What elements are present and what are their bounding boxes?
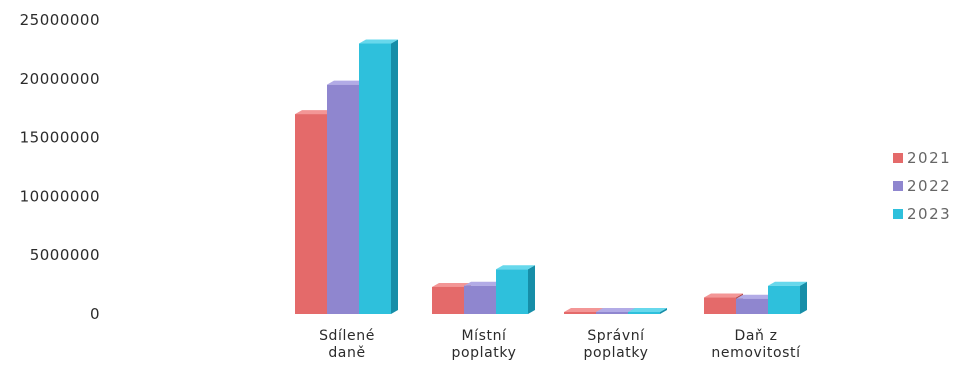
- x-tick-label: Místní poplatky: [452, 328, 517, 361]
- y-tick-label: 15000000: [20, 129, 100, 147]
- bar: [359, 39, 398, 315]
- bar-side: [660, 308, 667, 314]
- bar-top: [464, 281, 503, 286]
- legend-swatch: [893, 153, 903, 163]
- bar-top: [596, 308, 635, 312]
- bar-side: [528, 265, 535, 314]
- bar-side: [800, 281, 807, 314]
- bar-front: [628, 312, 660, 314]
- bar-front: [359, 43, 391, 315]
- y-tick-label: 10000000: [20, 187, 100, 205]
- legend: 2021 2022 2023: [893, 149, 951, 223]
- bar-top: [327, 80, 366, 85]
- legend-label: 2023: [907, 205, 951, 223]
- bar-top: [496, 265, 535, 270]
- bar-front: [327, 84, 359, 315]
- bar-front: [564, 312, 596, 314]
- legend-label: 2022: [907, 177, 951, 195]
- bar-front: [464, 285, 496, 314]
- bar-top: [628, 308, 667, 312]
- x-tick-label: Daň z nemovitostí: [711, 328, 801, 361]
- x-tick-label: Správní poplatky: [584, 328, 649, 361]
- bar-top: [295, 110, 334, 115]
- legend-label: 2021: [907, 149, 951, 167]
- bar-top: [736, 294, 775, 299]
- x-tick-label: Sdílené daně: [319, 328, 375, 361]
- legend-swatch: [893, 181, 903, 191]
- bar-front: [496, 269, 528, 314]
- bar-top: [359, 39, 398, 44]
- bar-front: [295, 114, 327, 314]
- bar-top: [768, 281, 807, 286]
- bar-front: [704, 297, 736, 314]
- legend-item: 2023: [893, 205, 951, 223]
- bar-front: [768, 285, 800, 314]
- legend-swatch: [893, 209, 903, 219]
- y-tick-label: 5000000: [30, 246, 100, 264]
- bar-top: [432, 282, 471, 287]
- y-tick-label: 20000000: [20, 70, 100, 88]
- legend-item: 2022: [893, 177, 951, 195]
- x-axis: Sdílené daně Místní poplatky Správní poplatky…: [319, 328, 801, 361]
- bar-side: [391, 39, 398, 315]
- bar: [768, 281, 807, 314]
- legend-item: 2021: [893, 149, 951, 167]
- bar-front: [736, 298, 768, 314]
- bars: [295, 39, 807, 315]
- bar: [496, 265, 535, 314]
- y-tick-label: 0: [90, 305, 100, 323]
- y-tick-label: 25000000: [20, 11, 100, 29]
- y-axis: 25000000 20000000 15000000 10000000 5000000 0: [20, 11, 100, 323]
- bar-front: [432, 286, 464, 314]
- bar-front: [596, 312, 628, 314]
- bar-top: [704, 293, 743, 298]
- bar: [628, 308, 667, 314]
- bar-top: [564, 308, 603, 312]
